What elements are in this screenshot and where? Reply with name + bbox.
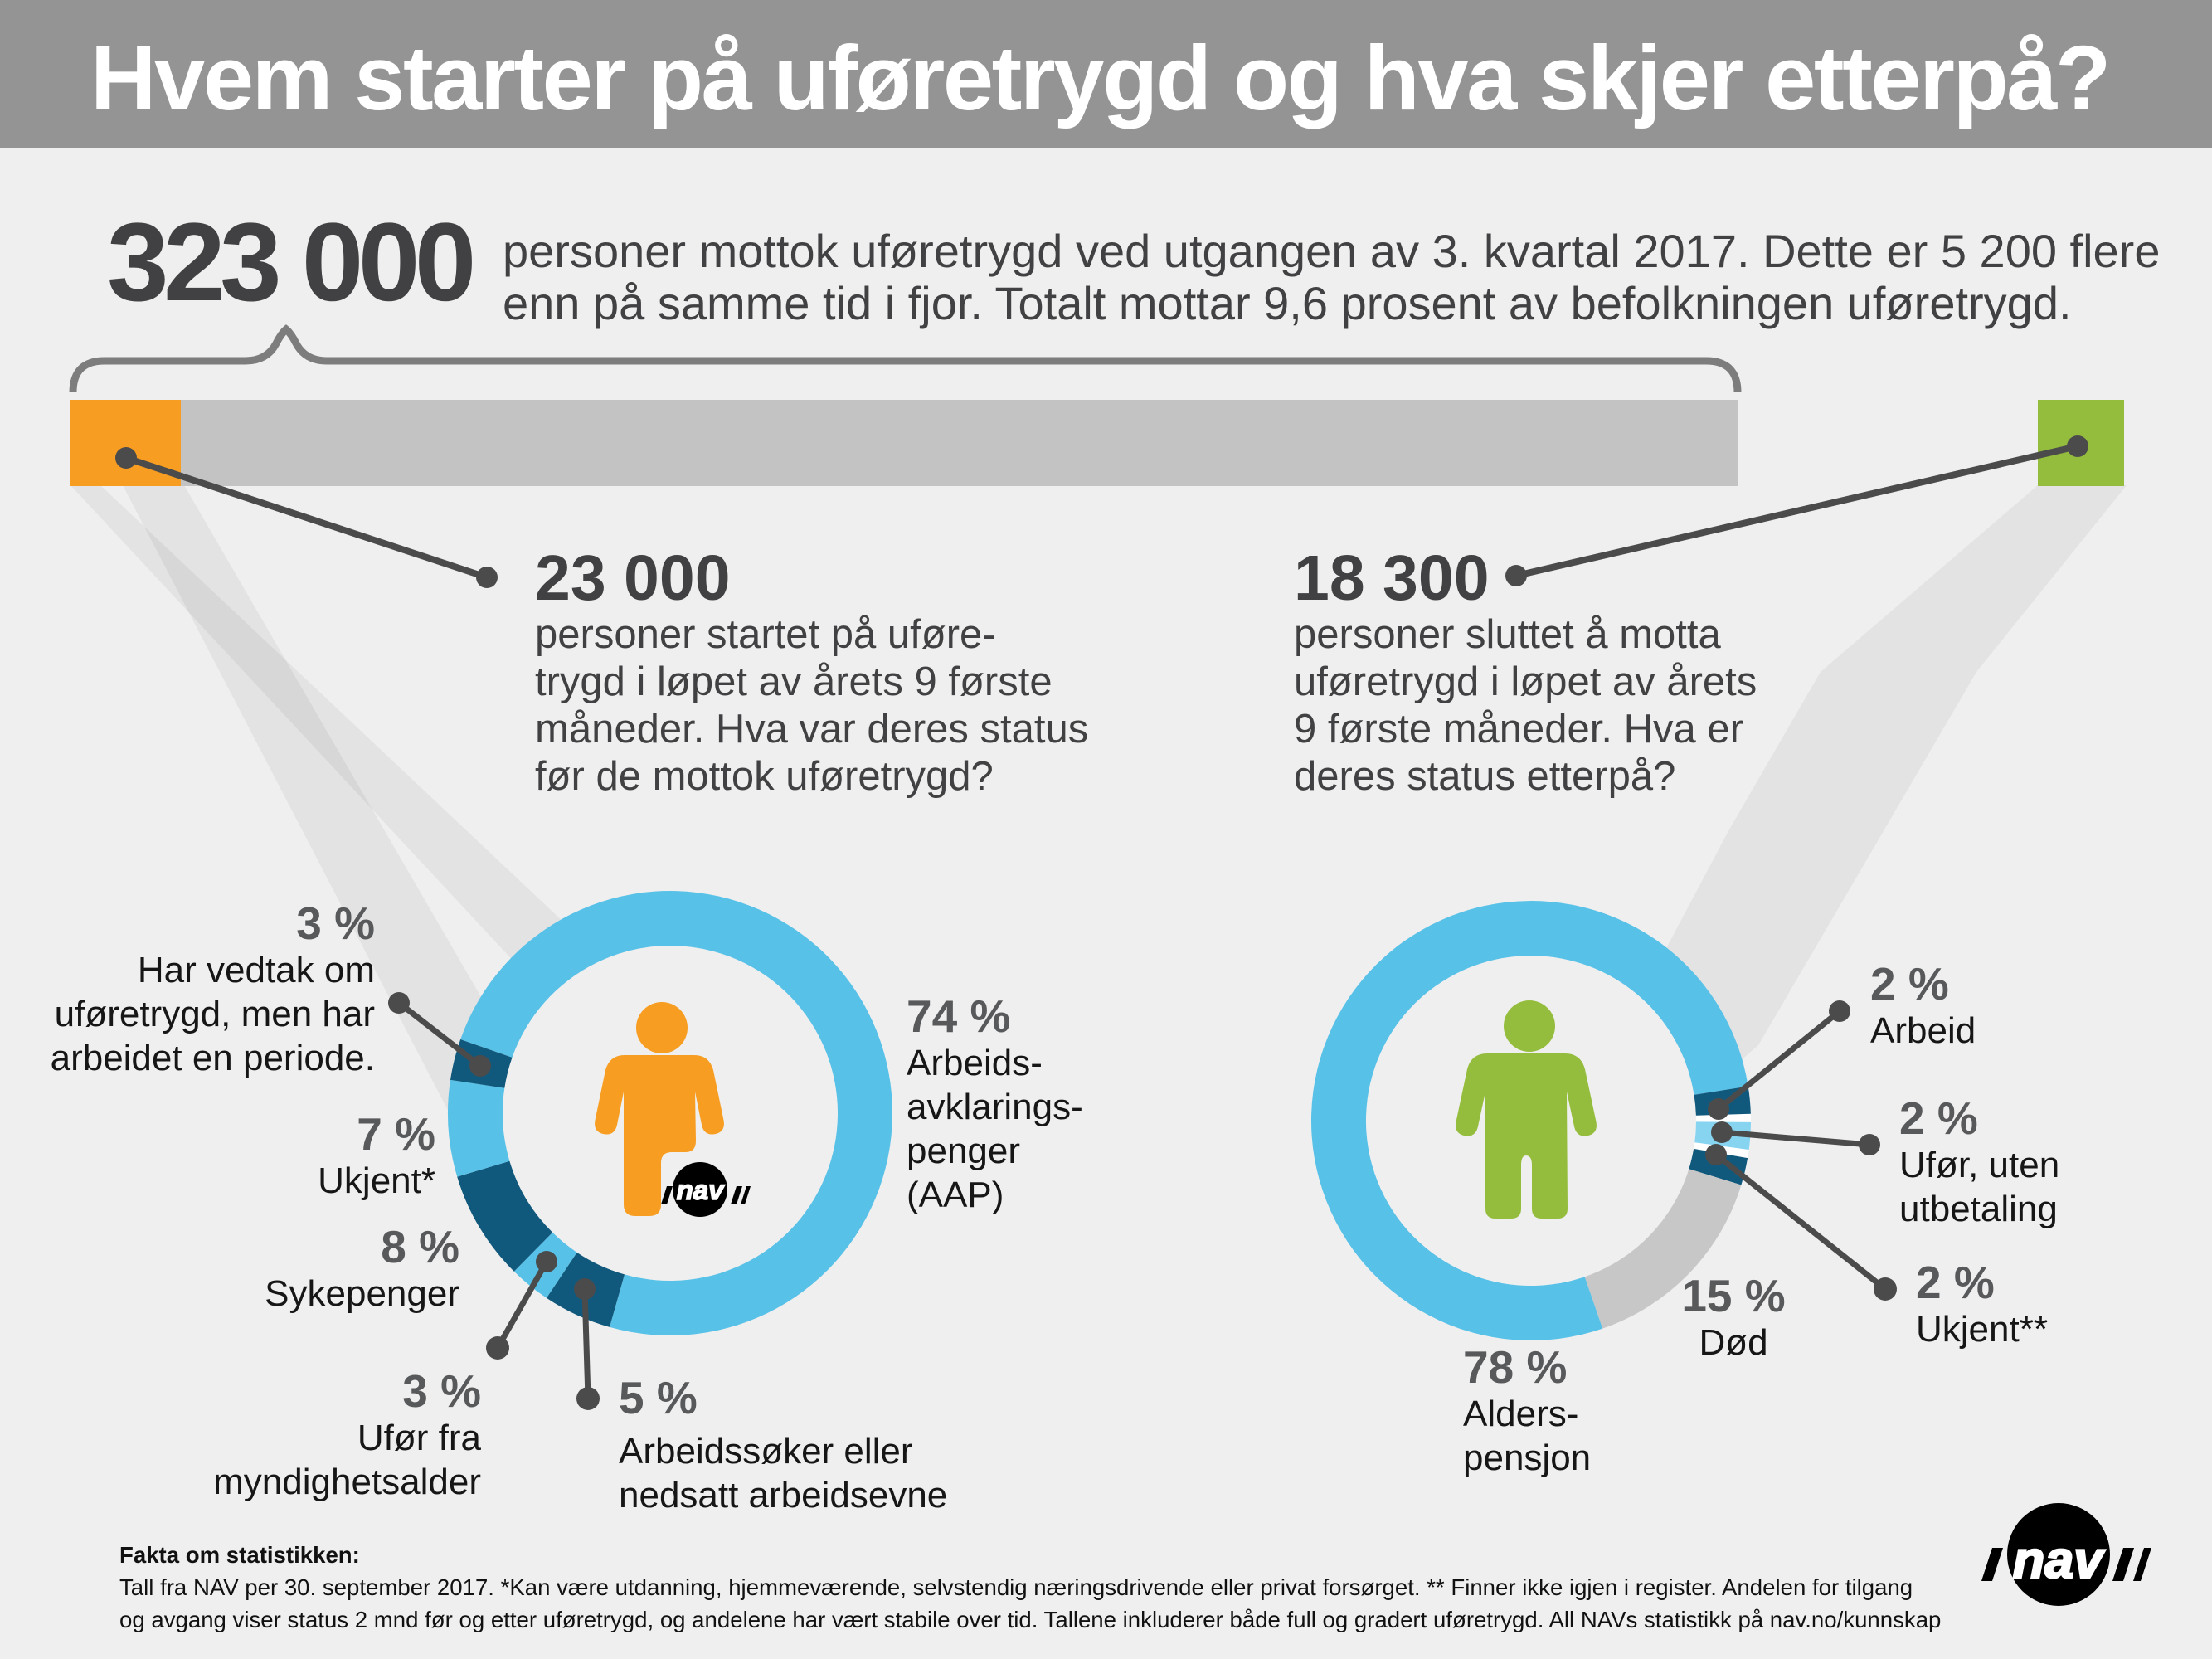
svg-text:nav: nav — [677, 1175, 726, 1205]
svg-text:nav: nav — [2013, 1531, 2106, 1589]
